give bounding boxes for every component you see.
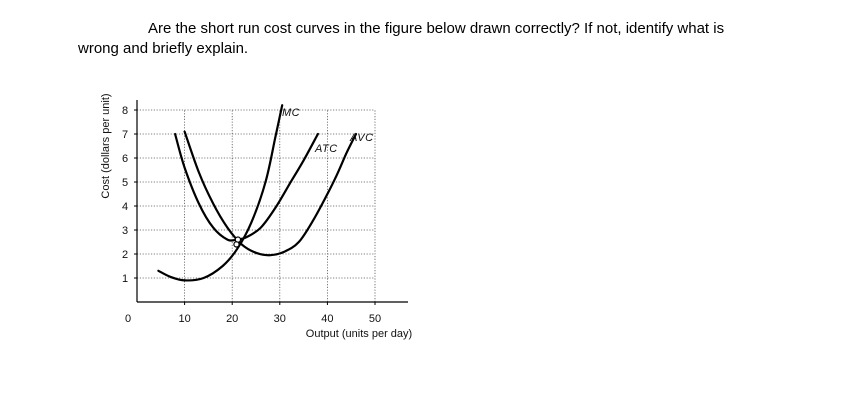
question-line-1: Are the short run cost curves in the fig… (148, 20, 725, 37)
curve-label-avc: AVC (349, 132, 374, 144)
x-tick-label-40: 40 (321, 313, 333, 325)
x-tick-label-20: 20 (226, 313, 238, 325)
y-tick-label-5: 5 (122, 177, 128, 189)
question-text: Are the short run cost curves in the fig… (78, 19, 778, 59)
curves-layer (157, 104, 358, 282)
curve-label-atc: ATC (314, 143, 338, 155)
x-axis-title: Output (units per day) (306, 328, 412, 340)
y-tick-label-2: 2 (122, 249, 128, 261)
x-tick-label-30: 30 (274, 313, 286, 325)
y-tick-label-1: 1 (122, 273, 128, 285)
curve-atc (174, 132, 319, 242)
y-tick-label-7: 7 (122, 129, 128, 141)
y-tick-label-4: 4 (122, 201, 128, 213)
grid-layer (137, 109, 376, 302)
x-tick-label-10: 10 (178, 313, 190, 325)
origin-label: 0 (125, 313, 131, 325)
curve-mc (157, 104, 284, 282)
curve-label-mc: MC (282, 107, 300, 119)
question-line-2: wrong and briefly explain. (78, 40, 249, 57)
curve-avc (183, 130, 358, 257)
labels-layer: 1 2 3 4 5 6 7 8 10 20 30 40 50 0 Output (units per day… (100, 93, 412, 340)
y-tick-label-3: 3 (122, 225, 128, 237)
y-axis-title: Cost (dollars per unit) (100, 93, 112, 198)
intersection-point-2 (233, 241, 240, 248)
x-tick-label-50: 50 (369, 313, 381, 325)
y-tick-label-6: 6 (122, 153, 128, 165)
axes-layer (134, 100, 408, 305)
y-tick-label-8: 8 (122, 105, 128, 117)
